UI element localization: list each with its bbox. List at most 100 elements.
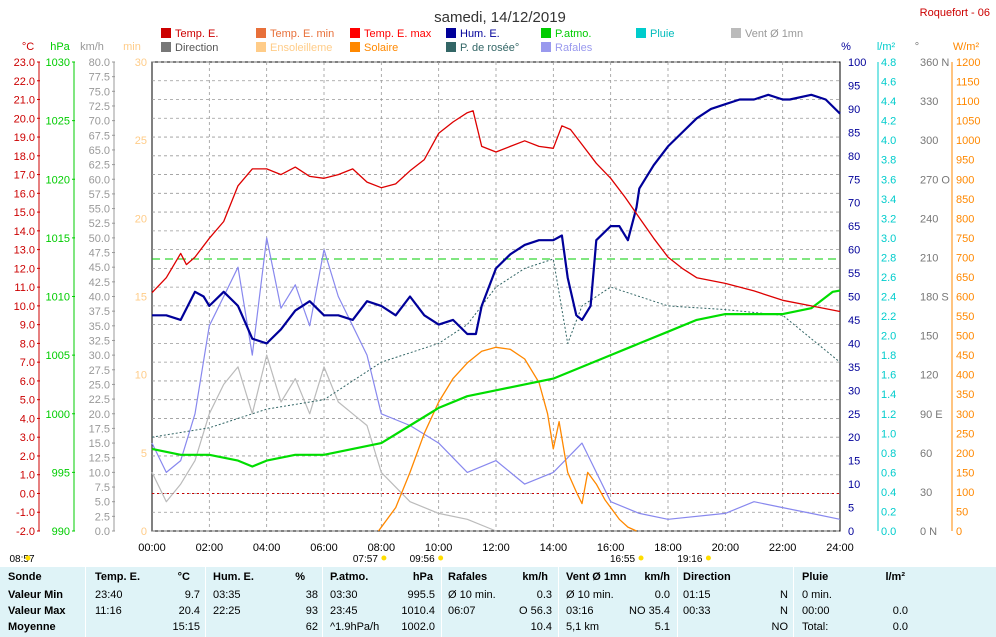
table-header: Sonde <box>8 571 42 583</box>
wind-axis-tick-label: 70.0 <box>89 116 110 128</box>
legend-swatch <box>161 28 171 38</box>
table-column-separator <box>205 567 206 637</box>
table-row-label: Valeur Max <box>8 605 66 617</box>
rain-axis-tick-label: 3.0 <box>881 233 896 245</box>
direction-axis-tick-label: 240 <box>920 213 938 225</box>
table-cell: NO 35.4 <box>629 605 670 617</box>
humidity-axis-tick-label: 90 <box>848 104 860 116</box>
x-tick-label: 24:00 <box>826 542 854 554</box>
x-tick-label: 04:00 <box>253 542 281 554</box>
temp-axis-tick-label: 2.0 <box>20 451 35 463</box>
table-cell: 03:16 <box>566 605 594 617</box>
humidity-axis-tick-label: 5 <box>848 503 854 515</box>
legend-label: Hum. E. <box>460 28 500 40</box>
hum-unit-label: % <box>841 41 851 53</box>
legend-swatch <box>446 42 456 52</box>
temp-axis-tick-label: 17.0 <box>14 170 35 182</box>
sun-axis-tick-label: 15 <box>135 292 147 304</box>
wind-axis-tick-label: 35.0 <box>89 321 110 333</box>
table-cell: O 56.3 <box>518 605 552 617</box>
wind-axis-tick-label: 0.0 <box>95 526 110 538</box>
rain-axis-tick-label: 1.4 <box>881 389 896 401</box>
wind-axis-tick-label: 27.5 <box>89 365 110 377</box>
legend-swatch <box>636 28 646 38</box>
humidity-axis-tick-label: 75 <box>848 174 860 186</box>
x-tick-label: 14:00 <box>540 542 568 554</box>
solar-axis-tick-label: 350 <box>956 389 974 401</box>
humidity-axis-tick-label: 50 <box>848 292 860 304</box>
table-cell: 0.3 <box>536 589 552 601</box>
series-p-atmo <box>151 289 841 468</box>
rain-axis-tick-label: 2.0 <box>881 331 896 343</box>
direction-axis-tick-label: 360 N <box>920 57 949 69</box>
pressure-axis-tick-label: 1015 <box>46 233 70 245</box>
solar-axis-tick-label: 700 <box>956 252 974 264</box>
temp-axis-tick-label: 18.0 <box>14 151 35 163</box>
rain-axis-tick-label: 0.0 <box>881 526 896 538</box>
table-cell: 03:30 <box>330 589 358 601</box>
x-tick-label: 20:00 <box>712 542 740 554</box>
solar-unit-label: W/m² <box>953 41 980 53</box>
wind-axis-tick-label: 55.0 <box>89 204 110 216</box>
sun-axis-tick-label: 5 <box>141 448 147 460</box>
wind-axis-tick-label: 32.5 <box>89 335 110 347</box>
wind-axis-tick-label: 57.5 <box>89 189 110 201</box>
sun-event-label: 19:16 <box>677 554 702 565</box>
rain-axis-tick-label: 1.2 <box>881 409 896 421</box>
wind-axis-tick-label: 5.0 <box>95 497 110 509</box>
wind-axis-tick-label: 30.0 <box>89 350 110 362</box>
temp-axis-tick-label: 9.0 <box>20 320 35 332</box>
rain-axis-tick-label: 4.4 <box>881 96 896 108</box>
humidity-axis-tick-label: 35 <box>848 362 860 374</box>
legend: Temp. E. Temp. E. min Temp. E. max Hum. E. P… <box>161 28 803 54</box>
table-column-separator <box>558 567 559 637</box>
rain-unit-label: l/m² <box>877 41 896 53</box>
series-solaire <box>377 346 637 532</box>
wind-axis-tick-label: 2.5 <box>95 511 110 523</box>
direction-axis-tick-label: 30 <box>920 487 932 499</box>
legend-label: P. de rosée° <box>460 42 519 54</box>
x-tick-label: 00:00 <box>138 542 166 554</box>
temp-axis-tick-label: -2.0 <box>16 526 35 538</box>
wind-axis-tick-label: 80.0 <box>89 57 110 69</box>
table-cell: ^1.9hPa/h <box>330 621 380 633</box>
table-header: Temp. E. <box>95 571 141 583</box>
rain-axis-tick-label: 4.6 <box>881 77 896 89</box>
rain-axis-tick-label: 4.8 <box>881 57 896 69</box>
sun-axis-tick-label: 0 <box>141 526 147 538</box>
table-header: Direction <box>683 571 731 583</box>
direction-axis-tick-label: 300 <box>920 135 938 147</box>
solar-axis-tick-label: 600 <box>956 292 974 304</box>
solar-axis-tick-label: 250 <box>956 428 974 440</box>
table-header: Vent Ø 1mn <box>566 571 627 583</box>
legend-swatch <box>256 28 266 38</box>
table-header: Hum. E. <box>213 571 254 583</box>
sun-event-marker <box>638 555 644 561</box>
rain-axis-tick-label: 0.4 <box>881 487 896 499</box>
dir-unit-label: ° <box>915 41 919 53</box>
x-tick-label: 10:00 <box>425 542 453 554</box>
legend-label: Ensoleilleme <box>270 42 332 54</box>
sun-event-label: 16:55 <box>610 554 635 565</box>
humidity-axis-tick-label: 40 <box>848 338 860 350</box>
x-tick-label: 12:00 <box>482 542 510 554</box>
direction-axis-tick-label: 270 O <box>920 174 950 186</box>
legend-label: Rafales <box>555 42 593 54</box>
table-cell: 00:00 <box>802 605 830 617</box>
sun-axis-tick-label: 25 <box>135 135 147 147</box>
sun-event-marker <box>25 555 31 561</box>
humidity-axis-tick-label: 95 <box>848 80 860 92</box>
sun-event-marker <box>705 555 711 561</box>
humidity-axis-tick-label: 45 <box>848 315 860 327</box>
temp-axis-tick-label: 22.0 <box>14 76 35 88</box>
sun-axis-tick-label: 10 <box>135 370 147 382</box>
temp-axis-tick-label: 13.0 <box>14 245 35 257</box>
rain-axis-tick-label: 3.4 <box>881 194 896 206</box>
rain-axis-tick-label: 3.8 <box>881 155 896 167</box>
table-header: km/h <box>522 571 548 583</box>
temp-axis-tick-label: -1.0 <box>16 507 35 519</box>
humidity-axis-tick-label: 30 <box>848 385 860 397</box>
humidity-axis-tick-label: 20 <box>848 432 860 444</box>
table-column-separator <box>441 567 442 637</box>
pressure-axis-tick-label: 1010 <box>46 292 70 304</box>
